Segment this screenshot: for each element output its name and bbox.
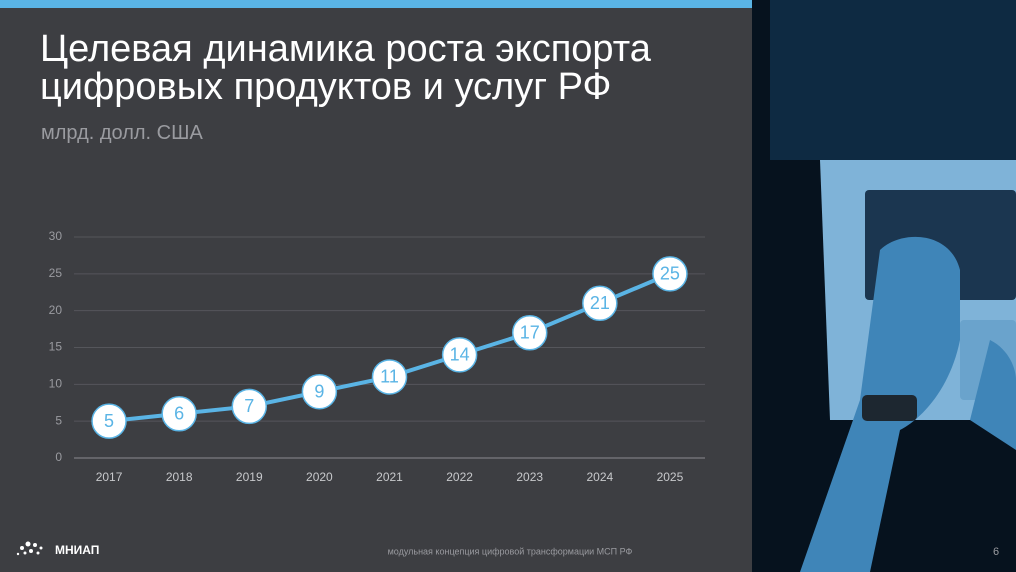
point: [301, 373, 338, 410]
point: [441, 337, 478, 373]
footer: модульная концепция цифровой трансформац…: [388, 546, 633, 556]
top-strip: [0, 0, 752, 8]
x-tick-label: 2023: [516, 470, 543, 484]
x-tick-label: 2020: [306, 470, 333, 484]
photo: [752, 0, 1016, 572]
logo-icon: [16, 541, 43, 556]
logo: МНИАП: [55, 543, 99, 557]
point: [161, 396, 197, 432]
y-tick-label: 0: [55, 450, 62, 464]
y-tick-label: 15: [49, 340, 63, 354]
data-label: 6: [174, 404, 184, 424]
data-label: 14: [450, 345, 470, 365]
y-tick-label: 5: [55, 413, 62, 427]
point: [652, 256, 688, 292]
x-tick-label: 2017: [96, 470, 123, 484]
y-tick-label: 25: [49, 266, 63, 280]
y-tick-label: 10: [49, 377, 63, 391]
x-tick-label: 2024: [586, 470, 613, 484]
x-tick-label: 2021: [376, 470, 403, 484]
data-label: 21: [590, 293, 610, 313]
x-tick-label: 2018: [166, 470, 193, 484]
point: [91, 403, 127, 439]
x-tick-label: 2022: [446, 470, 473, 484]
data-label: 17: [520, 323, 540, 343]
y-tick-label: 20: [49, 303, 63, 317]
x-tick-label: 2025: [657, 470, 684, 484]
y-tick-label: 30: [49, 229, 63, 243]
data-label: 7: [244, 396, 254, 416]
data-label: 11: [380, 367, 399, 387]
data-label: 9: [314, 381, 324, 401]
chart-subtitle: млрд. долл. США: [41, 122, 203, 144]
point: [511, 315, 548, 351]
data-label: 5: [104, 411, 114, 431]
x-tick-label: 2019: [236, 470, 263, 484]
point: [371, 359, 408, 395]
data-label: 25: [660, 264, 680, 284]
point: [231, 388, 268, 425]
chart-title: Целевая динамика роста экспорта цифровых…: [40, 28, 651, 108]
point: [582, 285, 618, 322]
page-number: 6: [993, 546, 999, 558]
